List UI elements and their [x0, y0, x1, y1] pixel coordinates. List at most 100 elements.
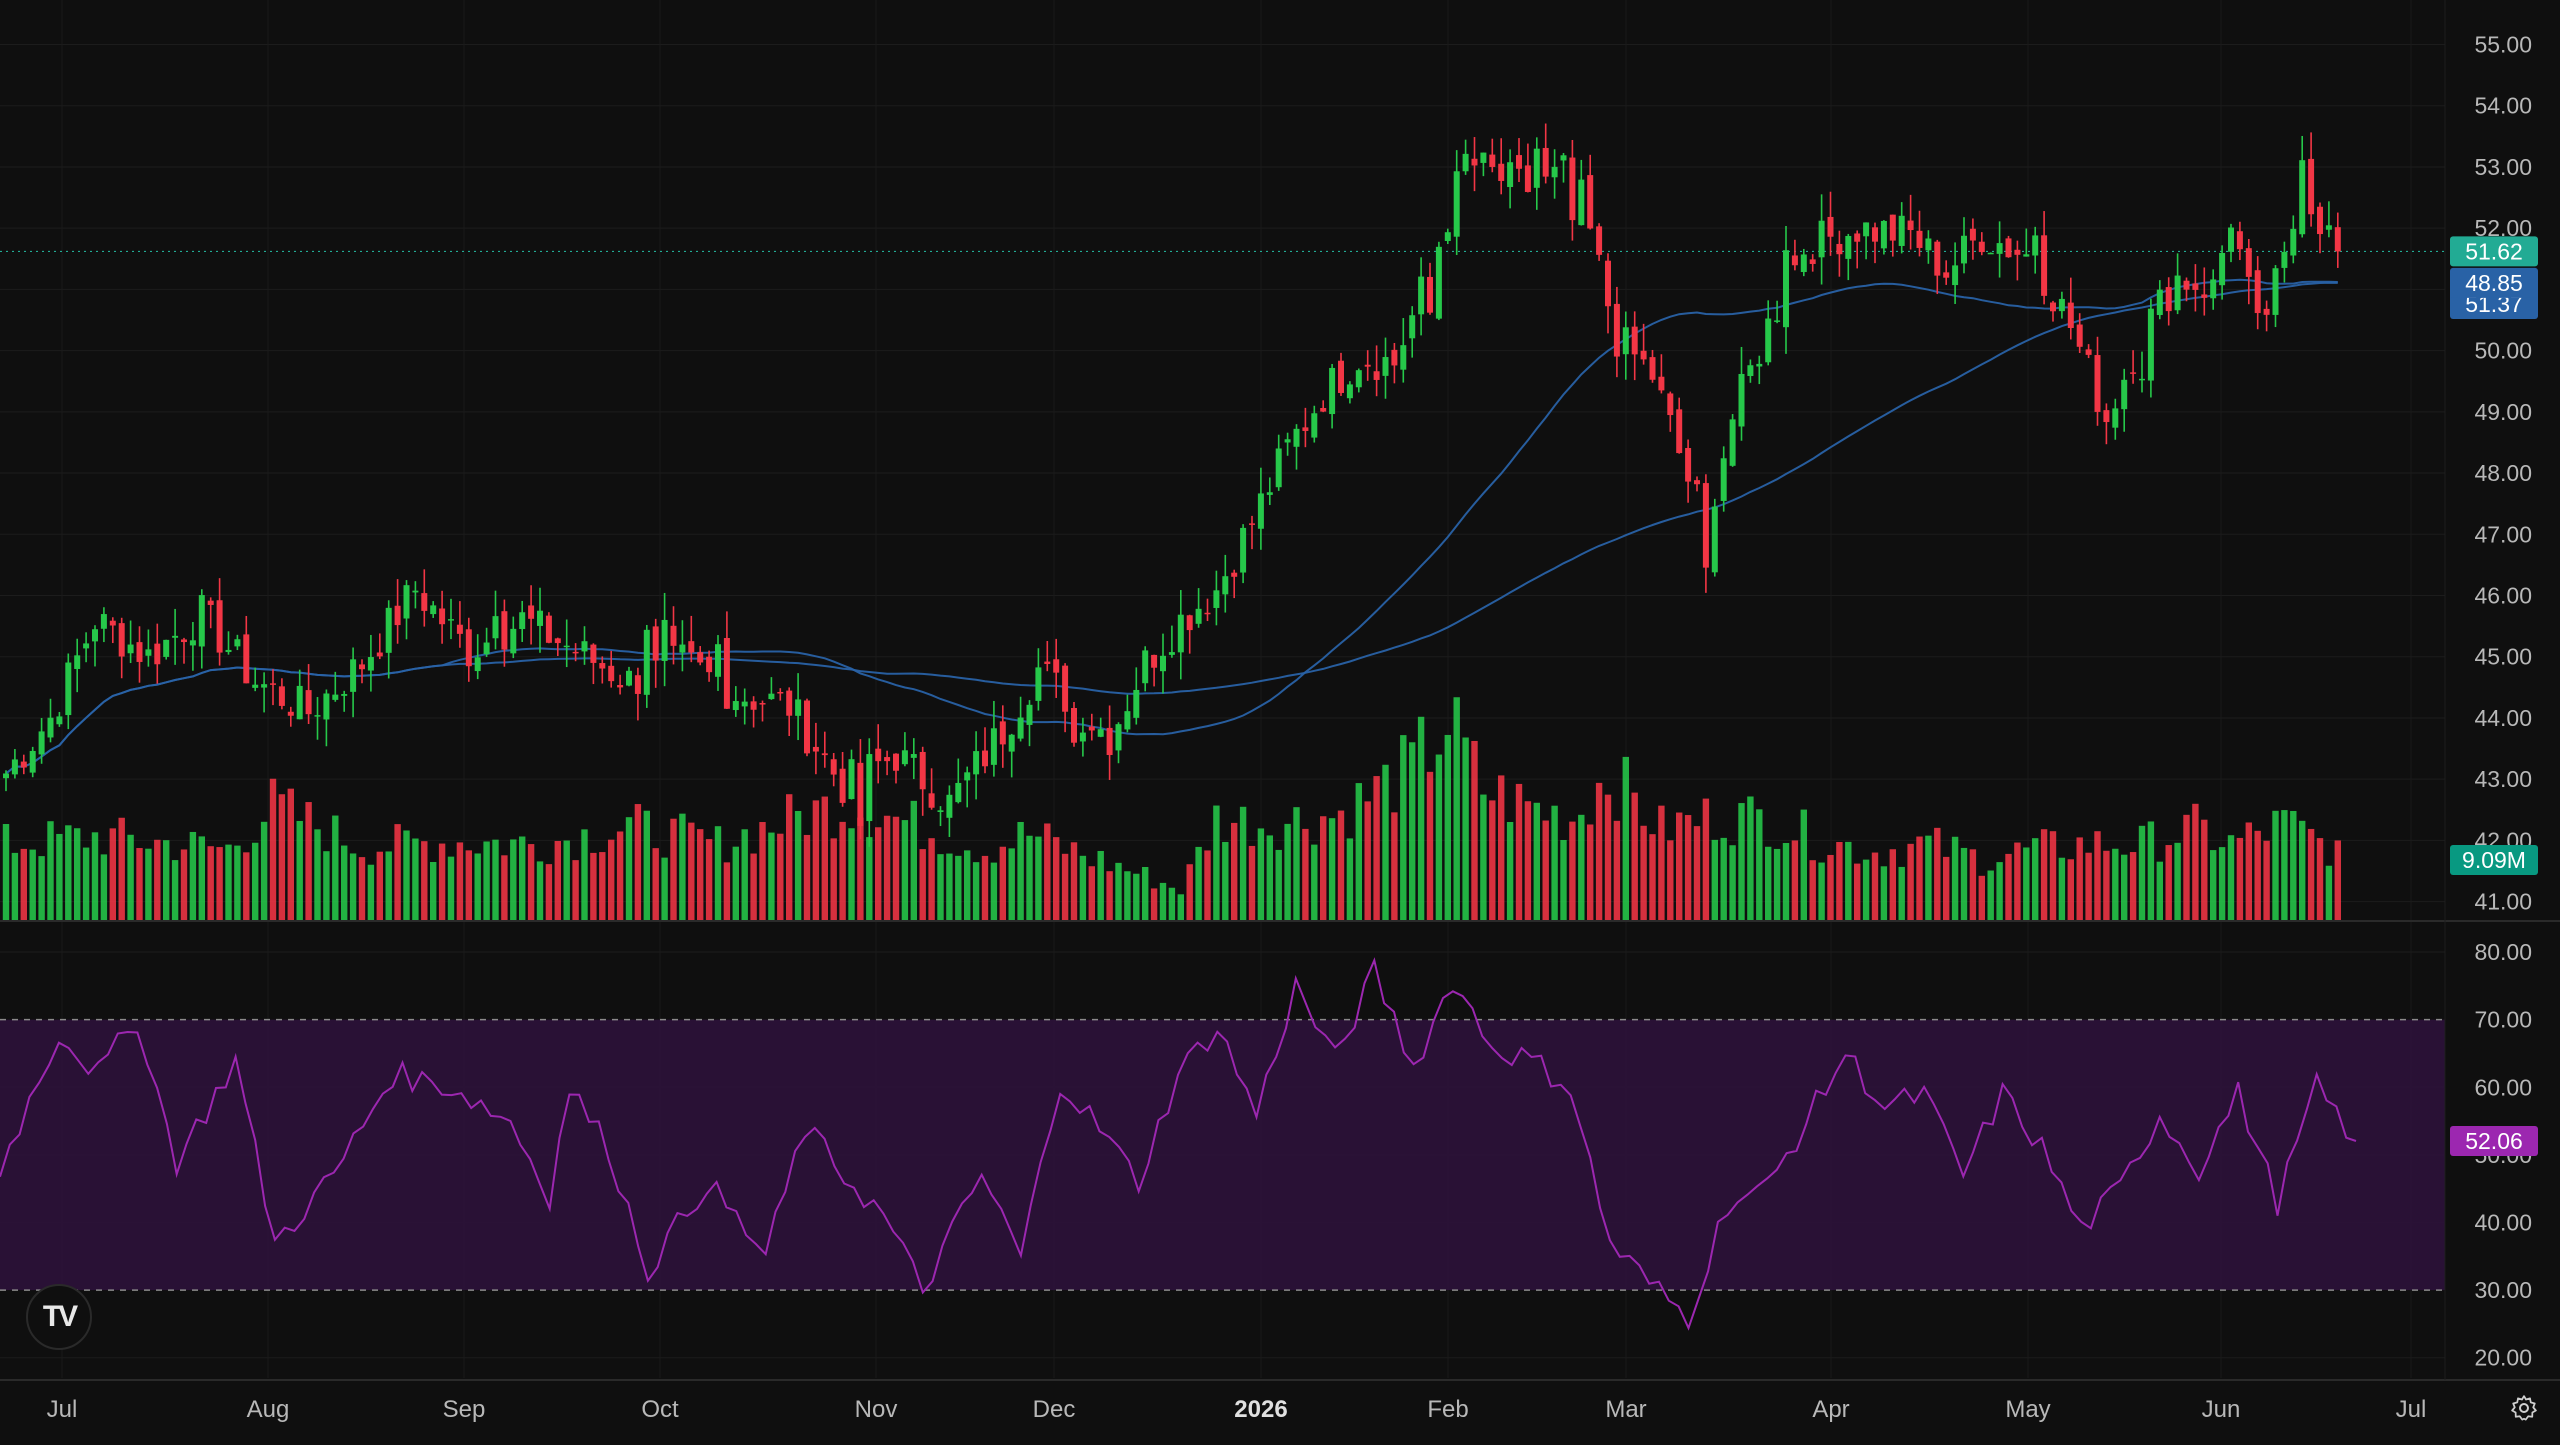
volume-bar [47, 821, 54, 920]
volume-bar [1142, 866, 1149, 920]
volume-bar [2183, 814, 2190, 920]
candle-body [350, 659, 357, 692]
candle-body [1435, 246, 1442, 319]
volume-bar [723, 862, 731, 920]
ma-slow-line [5, 281, 2338, 775]
candle-body [270, 683, 276, 685]
volume-bar [527, 844, 535, 920]
volume-bar [643, 810, 650, 920]
volume-bar [1275, 849, 1282, 920]
candle-body [1720, 458, 1727, 501]
candle-body [1364, 364, 1371, 367]
volume-bar [2147, 821, 2155, 920]
volume-bar [2254, 830, 2261, 920]
volume-bar [296, 820, 303, 920]
candle-body [928, 793, 935, 808]
rsi-tick-label: 20.00 [2474, 1345, 2532, 1371]
candle-body [2156, 289, 2163, 316]
volume-bar [1257, 828, 1265, 920]
volume-bar [1284, 823, 1291, 920]
candle-body [697, 652, 704, 663]
candle-body [261, 684, 268, 688]
time-tick-label: Jul [2396, 1396, 2427, 1423]
candle-body [1854, 233, 1861, 242]
volume-bar [2023, 847, 2030, 920]
candle-body [723, 637, 730, 709]
candle-body [1925, 238, 1932, 251]
candle-body [1889, 214, 1896, 241]
volume-bar [1008, 848, 1015, 920]
candle-body [919, 751, 926, 790]
candle-body [519, 612, 526, 630]
volume-bar [1916, 836, 1923, 920]
candle-body [804, 700, 810, 754]
volume-bar [269, 778, 277, 920]
candle-body [1916, 230, 1923, 248]
price-tick-label: 43.00 [2474, 766, 2532, 792]
rsi-overbought-oversold-band [0, 1019, 2445, 1291]
volume-bar [1551, 805, 1558, 920]
volume-bar [1773, 848, 1781, 920]
volume-bar [866, 837, 873, 920]
candle-body [2085, 349, 2092, 355]
candle-body [830, 759, 837, 775]
volume-bar [65, 825, 72, 920]
candle-body [777, 691, 784, 694]
candle-body [2005, 238, 2012, 258]
volume-bar [1239, 806, 1247, 920]
volume-bar [857, 817, 864, 920]
volume-bar [1765, 846, 1772, 920]
volume-bar [1097, 850, 1104, 920]
volume-bar [474, 853, 481, 920]
candle-body [314, 715, 321, 717]
settings-button[interactable] [2506, 1390, 2542, 1426]
volume-bar [189, 831, 197, 920]
volume-bar [56, 833, 63, 920]
volume-bar [1409, 742, 1416, 920]
volume-bar [919, 849, 926, 920]
volume-bar [11, 852, 19, 920]
volume-bar [287, 788, 294, 920]
volume-bar [536, 861, 544, 920]
candle-body [1240, 527, 1247, 573]
candle-body [1667, 393, 1674, 416]
candle-body [74, 655, 81, 669]
volume-bar [82, 847, 90, 920]
candle-body [1133, 689, 1140, 718]
volume-bar [252, 842, 259, 920]
volume-bar [759, 822, 766, 920]
ma-slow-badge-bg [2450, 267, 2538, 298]
volume-bar [2165, 845, 2172, 920]
candle-body [1489, 154, 1496, 167]
volume-bar [1809, 860, 1816, 920]
candle-body [1880, 220, 1887, 249]
volume-bar [999, 846, 1006, 920]
volume-bar [2121, 854, 2128, 920]
volume-bar [937, 854, 944, 920]
volume-bar [171, 860, 179, 920]
volume-bar [1248, 845, 1256, 920]
candle-body [127, 644, 134, 654]
candle-body [1676, 409, 1683, 454]
tradingview-logo-icon[interactable]: TV [26, 1284, 92, 1350]
time-tick-label: Jun [2202, 1396, 2241, 1423]
candle-body [1649, 357, 1656, 380]
candles [3, 123, 2341, 847]
candle-body [1160, 655, 1166, 672]
volume-bar [1560, 840, 1567, 920]
candle-body [2201, 294, 2208, 298]
volume-bar [1355, 783, 1362, 920]
volume-bar [1818, 862, 1825, 920]
candle-body [1231, 572, 1238, 577]
candle-body [1053, 659, 1060, 673]
candle-body [1035, 667, 1042, 701]
volume-bar [492, 839, 499, 920]
candle-body [501, 611, 508, 650]
volume-bar [358, 857, 366, 920]
candle-body [367, 657, 374, 671]
candle-body [1622, 327, 1629, 355]
candle-body [1498, 163, 1505, 181]
volume-bar [1053, 837, 1060, 920]
